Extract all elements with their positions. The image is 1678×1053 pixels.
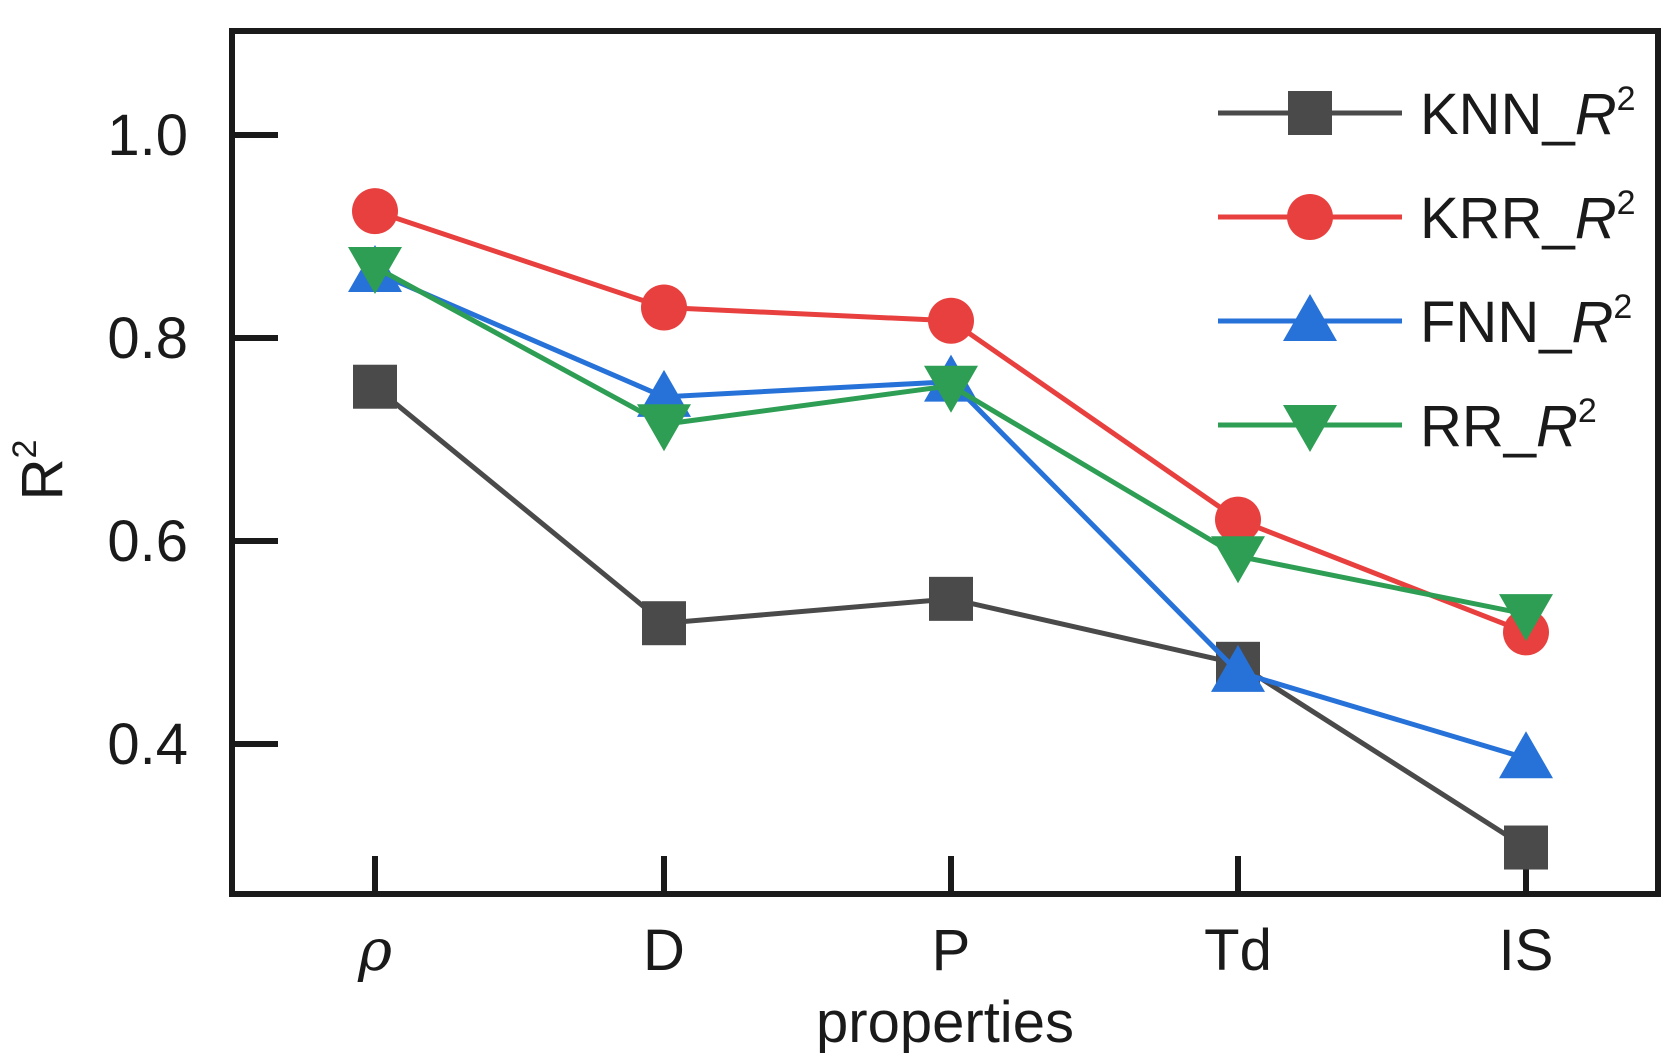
- y-tick-label: 0.8: [107, 306, 188, 371]
- legend-label-sup: 2: [1617, 80, 1636, 118]
- legend-label-prefix: FNN_: [1420, 290, 1572, 355]
- data-point: [352, 188, 398, 235]
- data-point: [1499, 731, 1553, 779]
- x-axis: ρ D P Td IS: [357, 856, 1553, 984]
- y-tick-label: 1.0: [107, 103, 188, 168]
- legend-label-prefix: KNN_: [1420, 82, 1575, 147]
- legend-item: FNN_R2: [1218, 288, 1632, 355]
- data-point: [1211, 644, 1265, 692]
- data-point: [1215, 496, 1261, 543]
- legend-label-sup: 2: [1613, 288, 1632, 326]
- legend-marker: [1283, 405, 1337, 452]
- y-tick-label: 0.6: [107, 509, 188, 574]
- data-point: [1211, 536, 1265, 584]
- x-tick-label: P: [932, 918, 971, 983]
- data-point: [642, 601, 686, 646]
- legend-marker: [1283, 294, 1337, 341]
- y-axis-title: R2: [6, 440, 75, 501]
- x-tick-label: Td: [1204, 918, 1272, 983]
- plot-frame: [229, 28, 1661, 897]
- x-tick-label: D: [643, 918, 685, 983]
- y-tick-label: 0.4: [107, 712, 188, 777]
- legend-item: KRR_R2: [1218, 184, 1636, 251]
- x-tick-label: ρ: [357, 916, 392, 984]
- series-layer: [348, 188, 1553, 870]
- data-point: [1499, 594, 1553, 642]
- data-point: [929, 576, 973, 621]
- legend-label: FNN_R2: [1420, 288, 1632, 355]
- data-point: [353, 364, 397, 409]
- data-point: [924, 365, 978, 413]
- legend-label-italic: R: [1571, 290, 1613, 355]
- legend-item: KNN_R2: [1218, 80, 1636, 147]
- series-rr: [348, 246, 1553, 642]
- legend-label-prefix: RR_: [1420, 394, 1537, 459]
- y-axis-title-base: R: [10, 459, 75, 501]
- data-point: [348, 246, 402, 294]
- legend-label-italic: R: [1575, 186, 1617, 251]
- legend-item: RR_R2: [1218, 392, 1597, 459]
- legend-label-sup: 2: [1617, 184, 1636, 222]
- legend-label: KRR_R2: [1420, 184, 1636, 251]
- y-axis-title-sup: 2: [6, 440, 44, 459]
- legend-marker: [1288, 91, 1332, 135]
- data-point: [928, 297, 974, 344]
- data-point: [637, 404, 691, 452]
- data-point: [1504, 825, 1548, 870]
- x-tick-label: IS: [1499, 918, 1554, 983]
- legend-label-italic: R: [1575, 82, 1617, 147]
- legend-label-italic: R: [1536, 394, 1578, 459]
- x-axis-title: properties: [816, 990, 1074, 1053]
- legend-label: RR_R2: [1420, 392, 1597, 459]
- legend-label-prefix: KRR_: [1420, 186, 1575, 251]
- legend-label: KNN_R2: [1420, 80, 1636, 147]
- legend-marker: [1287, 194, 1333, 240]
- y-axis: 0.4 0.6 0.8 1.0: [107, 103, 278, 777]
- data-point: [641, 284, 687, 331]
- legend-label-sup: 2: [1578, 392, 1597, 430]
